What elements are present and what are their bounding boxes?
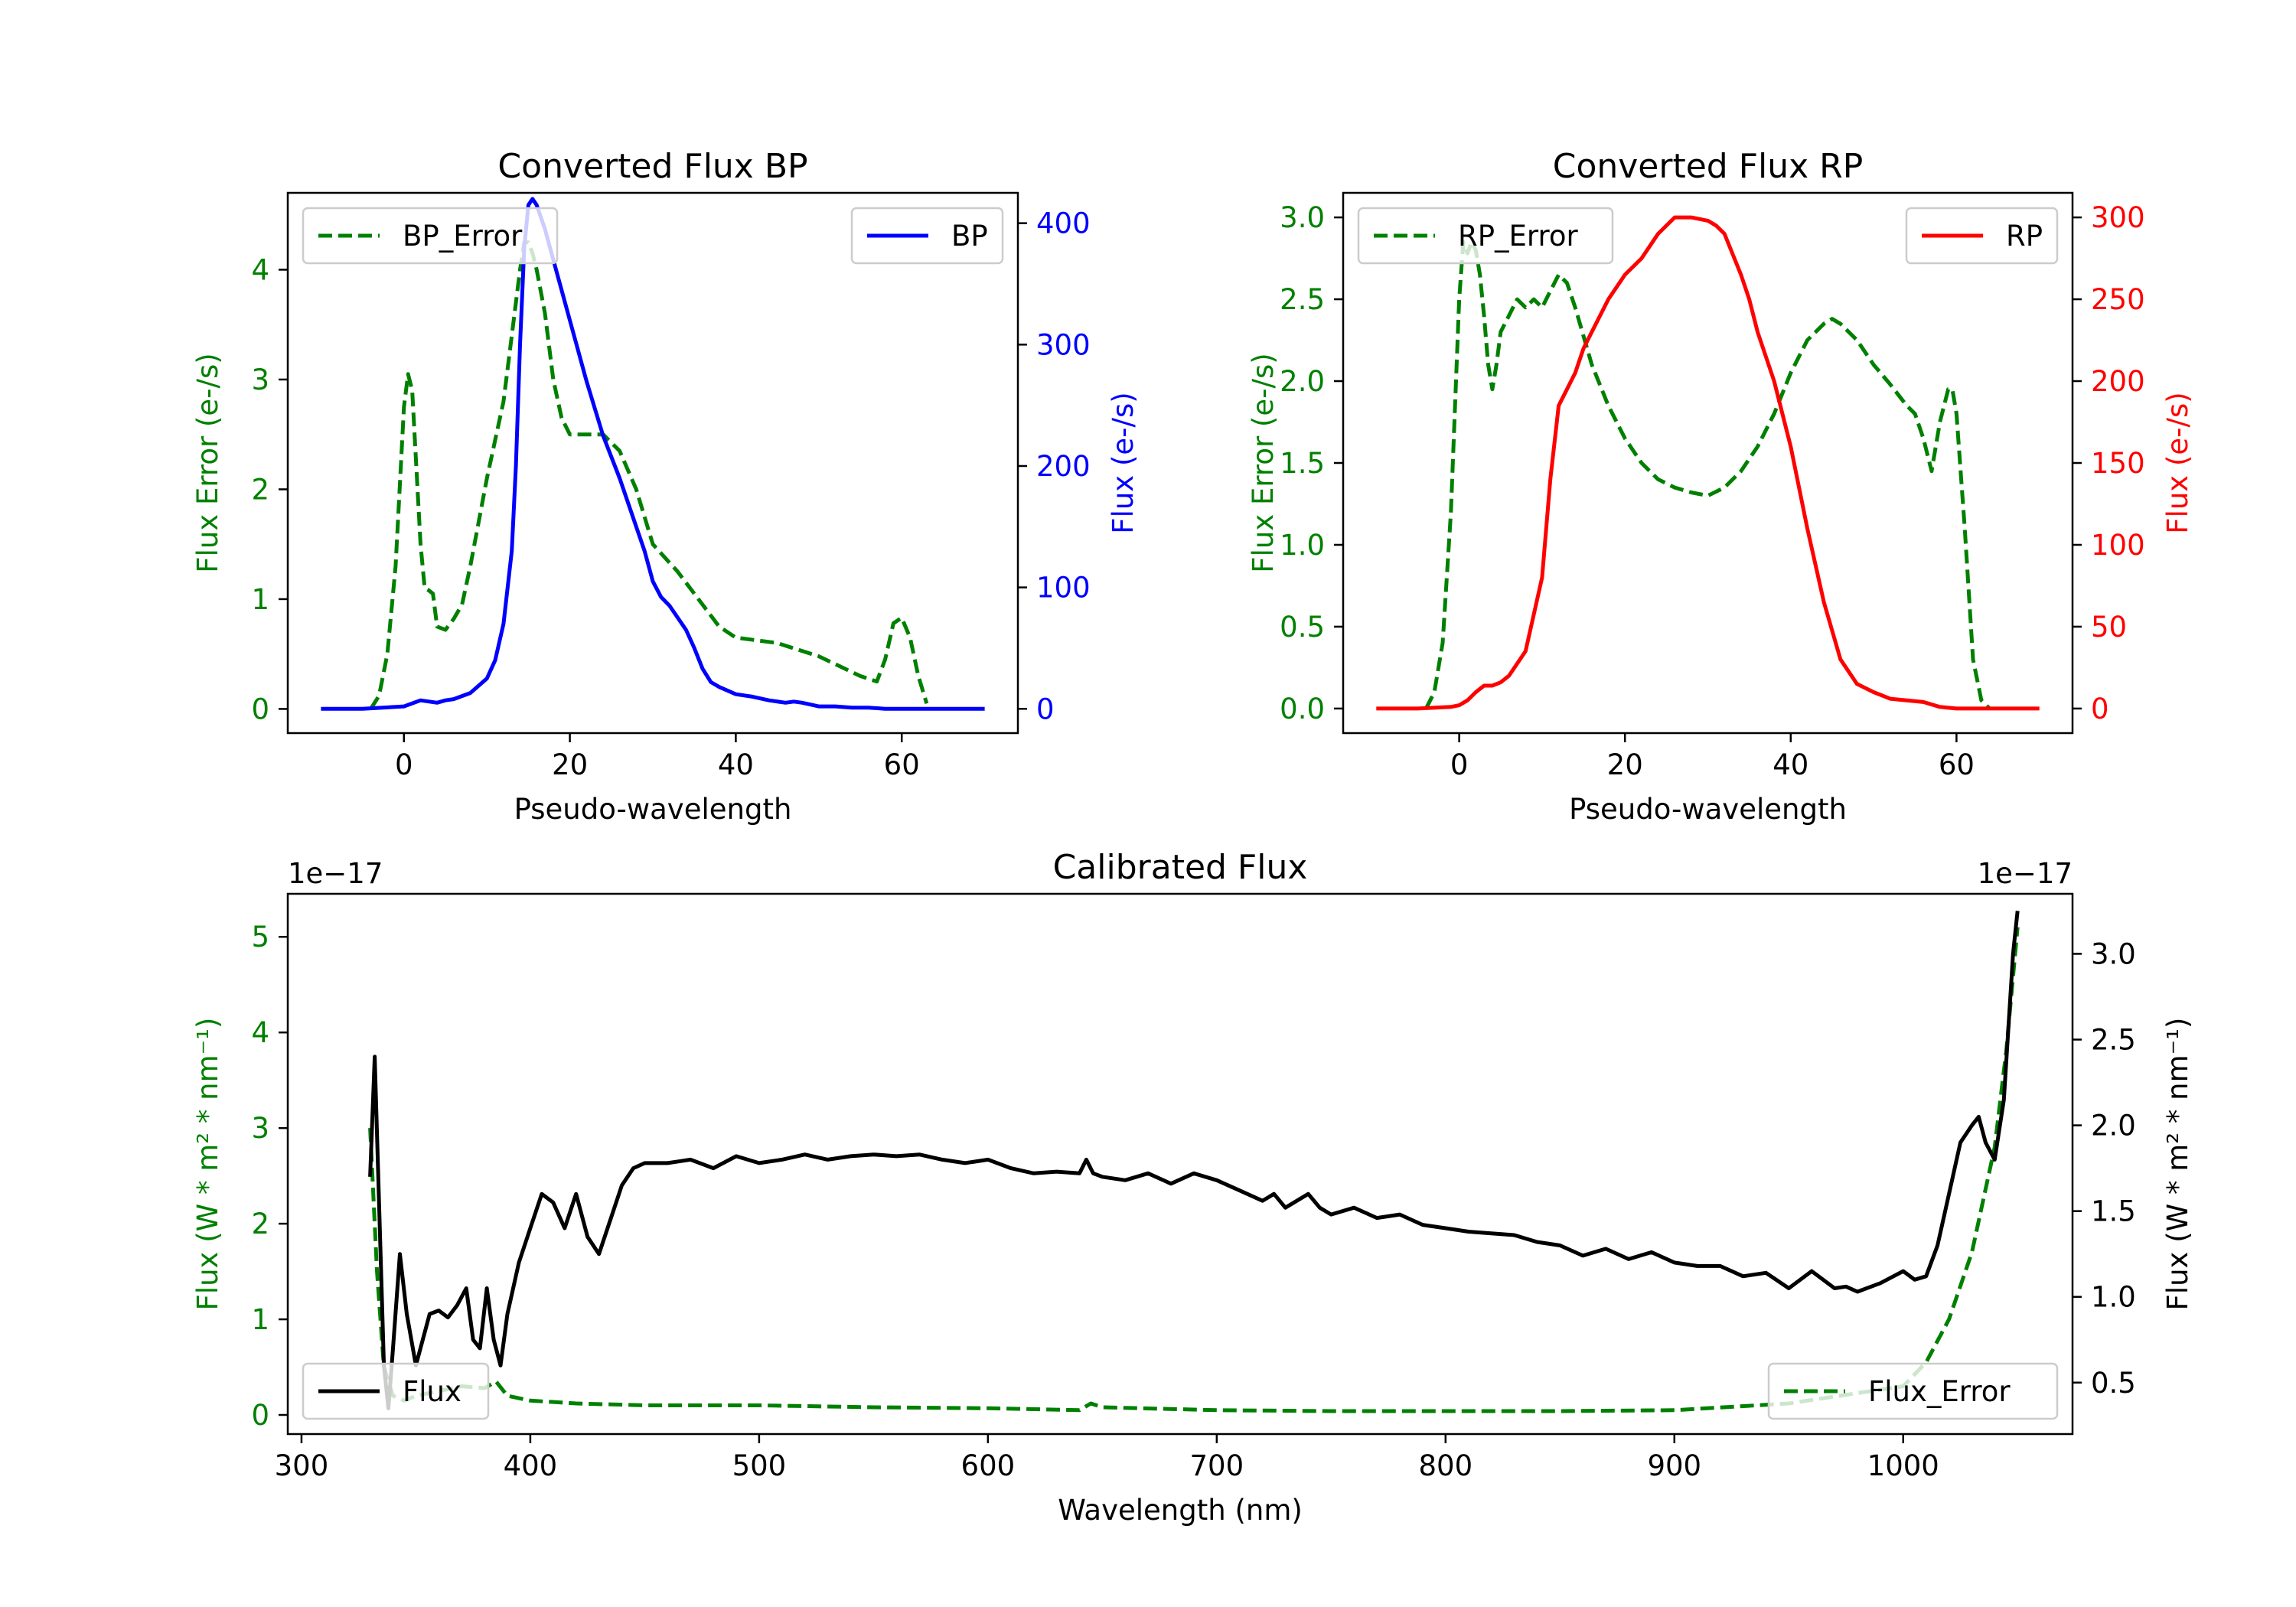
x-tick-label: 900 bbox=[1647, 1449, 1701, 1482]
y-tick-label-right: 100 bbox=[1036, 572, 1091, 605]
x-axis-label: Wavelength (nm) bbox=[1058, 1494, 1303, 1527]
y-tick-label-left: 1 bbox=[251, 1303, 269, 1336]
series-line-flux bbox=[368, 911, 2020, 1410]
x-tick-label: 600 bbox=[961, 1449, 1016, 1482]
y-tick-label-left: 1 bbox=[251, 583, 269, 616]
y-tick-label-left: 3.0 bbox=[1280, 201, 1325, 234]
y-tick-label-left: 1.0 bbox=[1280, 529, 1325, 562]
legend-label: Flux bbox=[403, 1375, 461, 1408]
plot-area bbox=[1376, 215, 2040, 711]
legend-box bbox=[302, 207, 559, 265]
y-axis-label-right: Flux (W * m² * nm⁻¹) bbox=[2161, 1018, 2194, 1311]
x-tick-label: 0 bbox=[1450, 748, 1469, 781]
x-tick-label: 400 bbox=[504, 1449, 558, 1482]
legend-box bbox=[1357, 207, 1614, 265]
chart-title: Converted Flux BP bbox=[497, 147, 807, 186]
x-tick-label: 700 bbox=[1190, 1449, 1244, 1482]
y-tick-label-right: 250 bbox=[2091, 283, 2145, 316]
x-tick-label: 0 bbox=[395, 748, 413, 781]
x-tick-label: 300 bbox=[275, 1449, 329, 1482]
y-tick-label-right: 300 bbox=[2091, 201, 2145, 234]
y-tick-label-left: 4 bbox=[251, 1016, 269, 1049]
y-tick-label-left: 0 bbox=[251, 693, 269, 725]
y-tick-label-left: 0.0 bbox=[1280, 693, 1325, 725]
x-tick-label: 40 bbox=[1773, 748, 1808, 781]
series-line-rp bbox=[1376, 215, 2040, 711]
y-tick-label-right: 200 bbox=[2091, 365, 2145, 398]
chart-title: Calibrated Flux bbox=[1053, 848, 1308, 887]
y-tick-label-right: 3.0 bbox=[2091, 937, 2136, 970]
axes-frame bbox=[286, 191, 1019, 735]
series-line-bp bbox=[321, 197, 985, 711]
legend-bp: BP bbox=[850, 207, 1004, 265]
y-axis-label-left: Flux Error (e-/s) bbox=[1247, 353, 1280, 572]
plot-area bbox=[321, 197, 985, 711]
y-tick-label-right: 0.5 bbox=[2091, 1367, 2136, 1400]
offset-label-right: 1e−17 bbox=[1978, 857, 2073, 890]
y-tick-label-right: 1.5 bbox=[2091, 1195, 2136, 1228]
legend-label: RP_Error bbox=[1458, 220, 1578, 253]
y-tick-label-right: 150 bbox=[2091, 447, 2145, 480]
x-axis-label: Pseudo-wavelength bbox=[514, 793, 792, 826]
x-tick-label: 20 bbox=[1607, 748, 1643, 781]
legend-flux: Flux bbox=[302, 1362, 490, 1420]
y-tick-label-right: 1.0 bbox=[2091, 1281, 2136, 1314]
y-tick-label-right: 100 bbox=[2091, 529, 2145, 562]
series-line-bp-error bbox=[369, 240, 929, 710]
y-tick-label-left: 3 bbox=[251, 363, 269, 396]
y-tick-label-right: 200 bbox=[1036, 450, 1091, 483]
y-tick-label-right: 2.0 bbox=[2091, 1110, 2136, 1143]
y-tick-label-left: 2 bbox=[251, 1208, 269, 1240]
x-tick-label: 60 bbox=[884, 748, 920, 781]
legend-rp: RP bbox=[1905, 207, 2059, 265]
y-tick-label-right: 0 bbox=[1036, 693, 1055, 725]
legend-box bbox=[302, 1362, 490, 1420]
axes-frame bbox=[286, 892, 2074, 1436]
series-line-rp-error bbox=[1424, 240, 1991, 710]
y-tick-label-left: 5 bbox=[251, 921, 269, 953]
x-tick-label: 60 bbox=[1939, 748, 1975, 781]
y-axis-label-right: Flux (e-/s) bbox=[2161, 392, 2194, 533]
y-tick-label-right: 300 bbox=[1036, 328, 1091, 361]
y-tick-label-right: 400 bbox=[1036, 207, 1091, 240]
legend-label: RP bbox=[2006, 220, 2043, 253]
x-tick-label: 1000 bbox=[1867, 1449, 1939, 1482]
legend-label: BP_Error bbox=[403, 220, 523, 253]
y-tick-label-left: 2 bbox=[251, 473, 269, 506]
y-tick-label-right: 0 bbox=[2091, 693, 2109, 725]
y-axis-label-left: Flux (W * m² * nm⁻¹) bbox=[191, 1018, 224, 1311]
legend-label: BP bbox=[951, 220, 988, 253]
x-axis-label: Pseudo-wavelength bbox=[1569, 793, 1847, 826]
offset-label-left: 1e−17 bbox=[288, 857, 383, 890]
y-tick-label-left: 4 bbox=[251, 253, 269, 286]
x-tick-label: 40 bbox=[718, 748, 754, 781]
y-tick-label-left: 2.5 bbox=[1280, 283, 1325, 316]
legend-label: Flux_Error bbox=[1868, 1375, 2011, 1408]
y-tick-label-left: 3 bbox=[251, 1112, 269, 1145]
y-tick-label-left: 1.5 bbox=[1280, 447, 1325, 480]
y-tick-label-left: 2.0 bbox=[1280, 365, 1325, 398]
y-tick-label-right: 2.5 bbox=[2091, 1024, 2136, 1057]
legend-box bbox=[1767, 1362, 2059, 1420]
x-tick-label: 20 bbox=[552, 748, 588, 781]
legend-rp-error: RP_Error bbox=[1357, 207, 1614, 265]
chart-title: Converted Flux RP bbox=[1553, 147, 1864, 186]
y-axis-label-right: Flux (e-/s) bbox=[1107, 392, 1140, 533]
y-axis-label-left: Flux Error (e-/s) bbox=[191, 353, 224, 572]
chart-calibrated: 300 400 500 600 700 800 900 1000 0 1 2 3 4 5 0.5 1.0 1.5… bbox=[191, 848, 2194, 1527]
y-tick-label-left: 0.5 bbox=[1280, 611, 1325, 644]
x-tick-label: 500 bbox=[732, 1449, 787, 1482]
legend-flux-error: Flux_Error bbox=[1767, 1362, 2059, 1420]
y-tick-label-right: 50 bbox=[2091, 611, 2127, 644]
y-tick-label-left: 0 bbox=[251, 1399, 269, 1432]
chart-rp: 0 20 40 60 0.0 0.5 1.0 1.5 2.0 2.5 3.0 0 50 100 150 200… bbox=[1247, 147, 2194, 826]
x-tick-label: 800 bbox=[1418, 1449, 1473, 1482]
legend-bp-error: BP_Error bbox=[302, 207, 559, 265]
